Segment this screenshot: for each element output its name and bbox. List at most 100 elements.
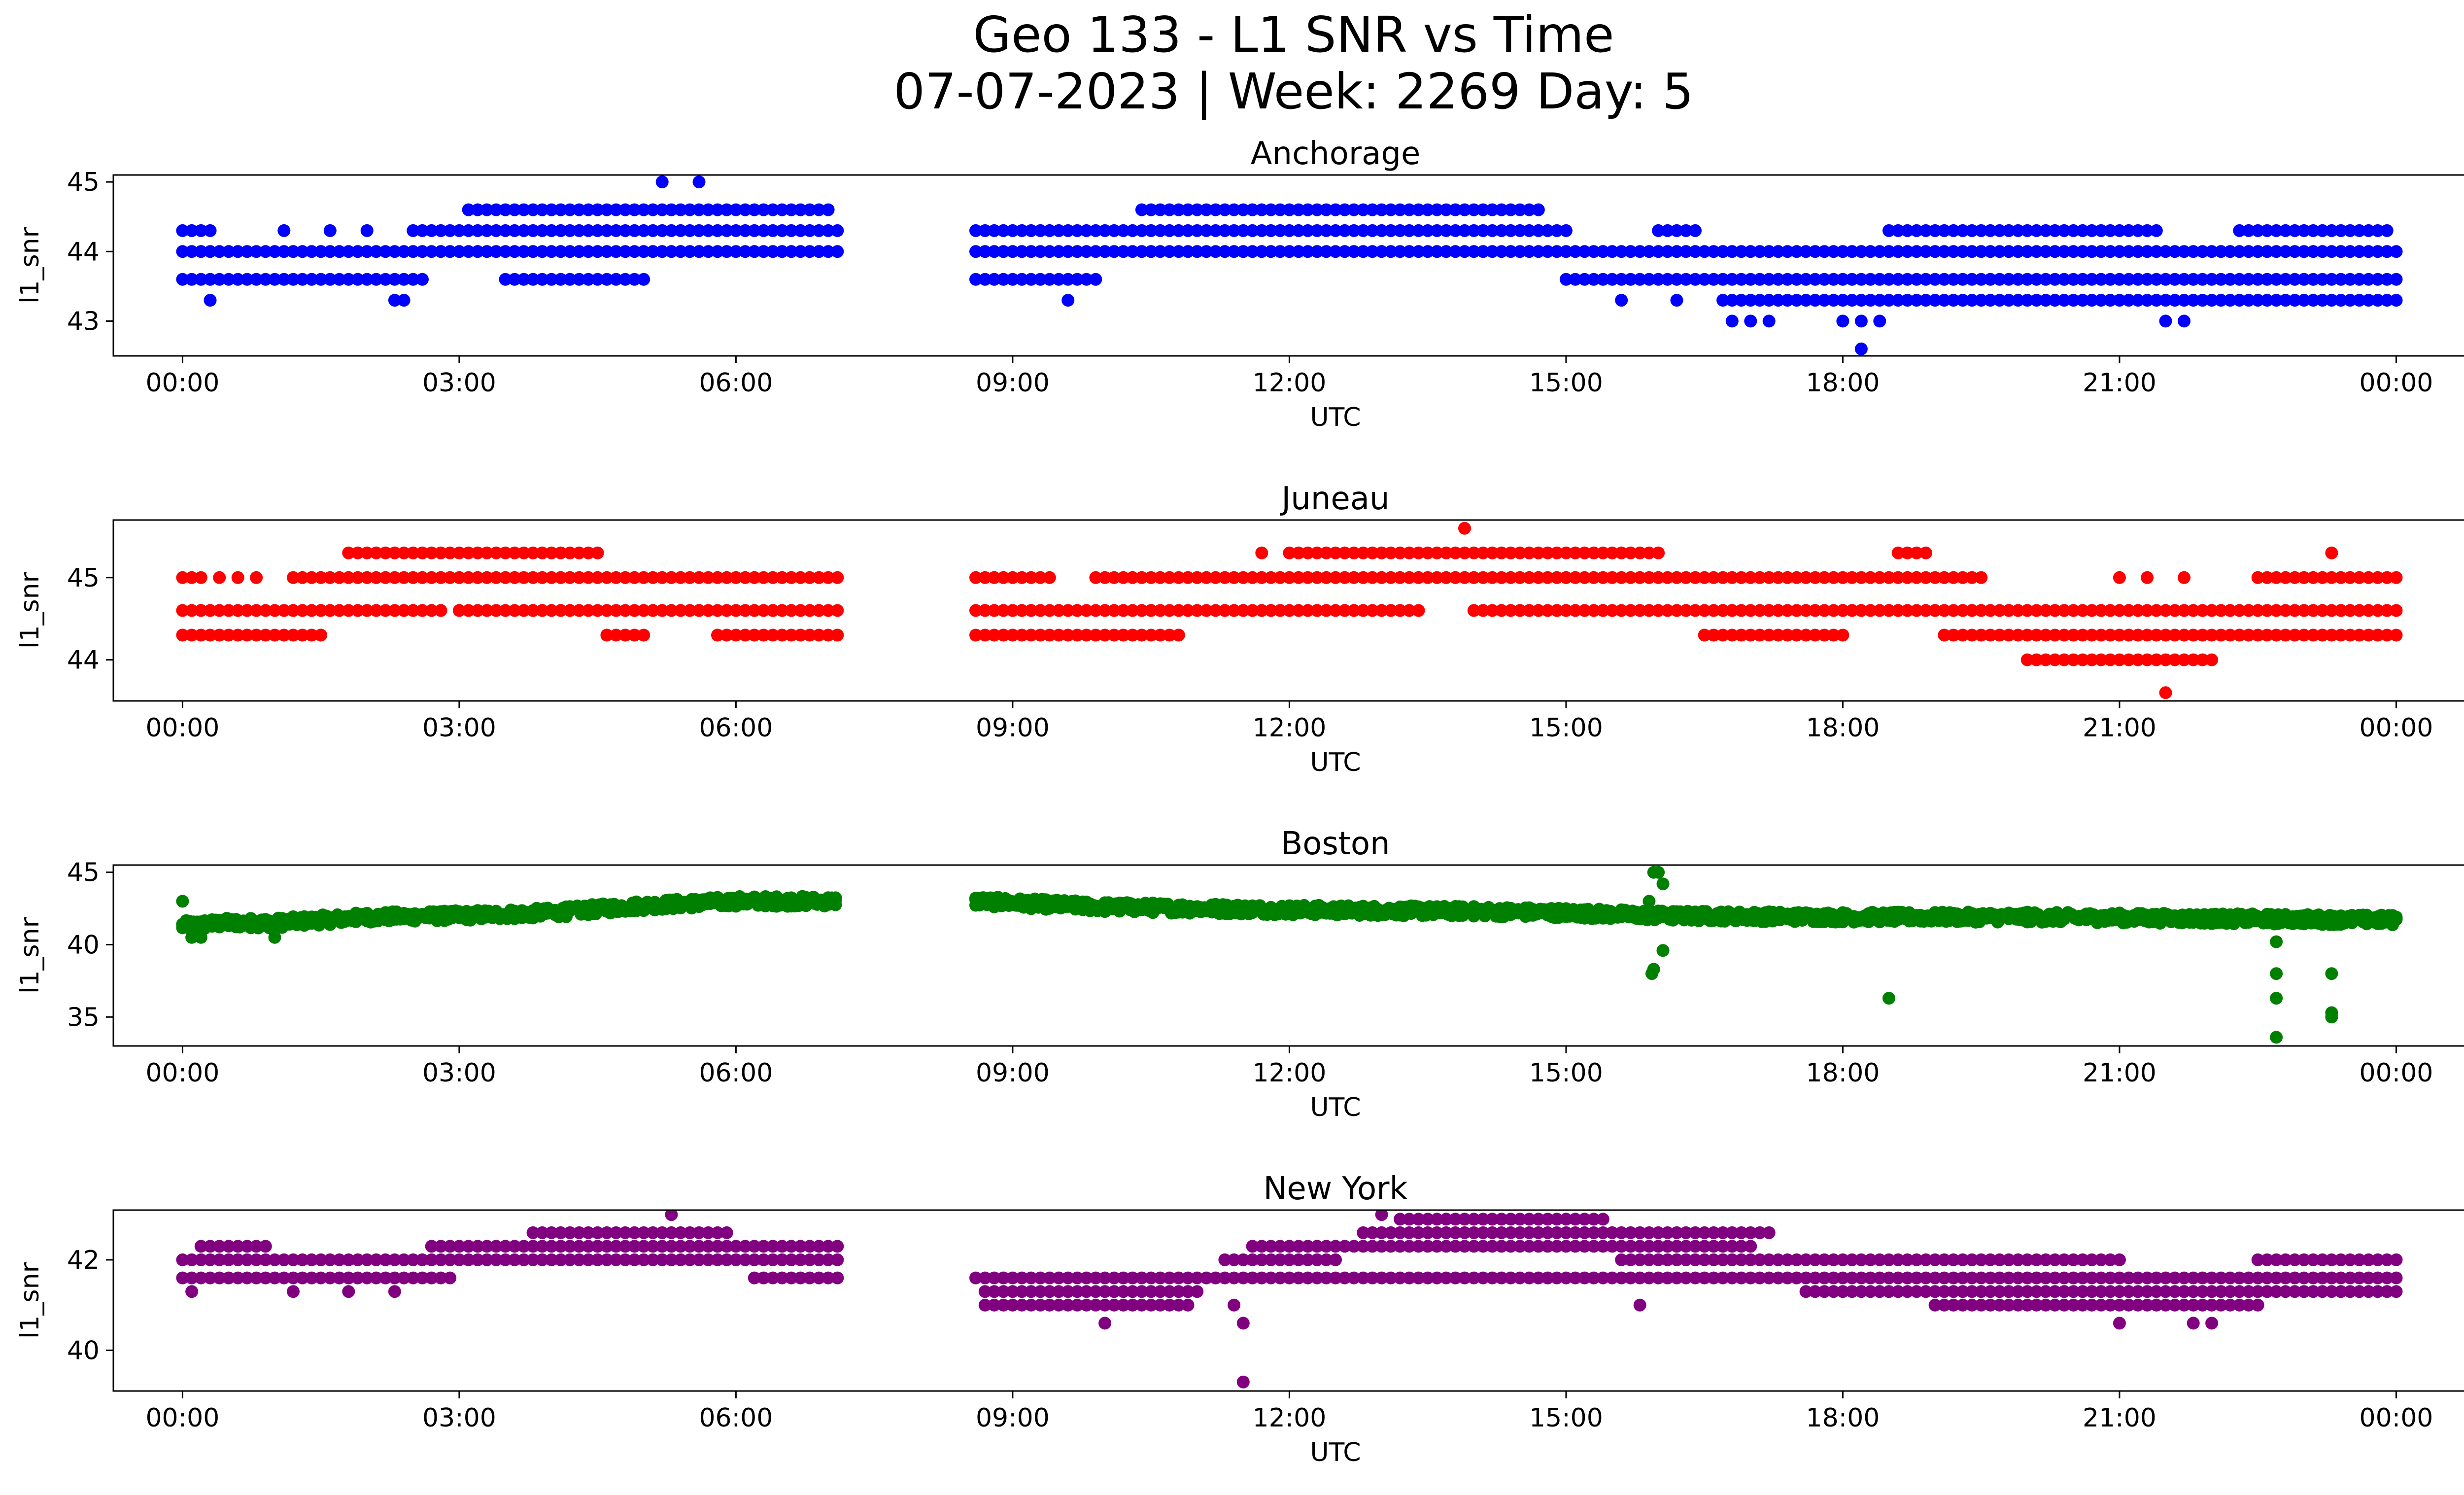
- data-point: [1135, 203, 1148, 216]
- data-point: [489, 203, 503, 216]
- data-point: [2178, 604, 2190, 617]
- data-point: [1347, 245, 1361, 258]
- data-point: [803, 571, 817, 584]
- data-point: [1587, 546, 1601, 559]
- data-point: [1375, 1240, 1388, 1253]
- data-point: [1200, 245, 1213, 258]
- data-point: [1541, 546, 1554, 559]
- data-point: [2343, 1253, 2357, 1266]
- data-point: [1716, 571, 1730, 584]
- data-point: [545, 1226, 558, 1239]
- data-point: [2325, 294, 2338, 307]
- data-point: [1670, 273, 1683, 286]
- data-point: [1799, 1271, 1813, 1285]
- data-point: [1292, 245, 1305, 258]
- data-point: [766, 628, 780, 642]
- data-point: [2270, 935, 2283, 948]
- data-point: [757, 571, 770, 584]
- data-point: [582, 1240, 595, 1253]
- data-point: [2325, 245, 2338, 258]
- data-point: [1467, 224, 1480, 237]
- data-point: [1301, 571, 1314, 584]
- data-point: [1172, 628, 1185, 642]
- data-point: [296, 604, 309, 617]
- data-point: [213, 1253, 226, 1266]
- data-point: [1504, 1240, 1517, 1253]
- data-point: [1772, 294, 1785, 307]
- data-point: [499, 224, 512, 237]
- data-point: [794, 628, 807, 642]
- data-point: [1301, 1271, 1314, 1285]
- x-tick-label: 15:00: [1529, 713, 1603, 743]
- data-point: [416, 1271, 429, 1285]
- data-point: [1643, 1271, 1656, 1285]
- data-point: [1495, 571, 1508, 584]
- data-point: [1799, 628, 1813, 642]
- data-point: [1283, 546, 1296, 559]
- data-point: [1624, 1271, 1637, 1285]
- data-point: [794, 1240, 807, 1253]
- data-point: [1559, 546, 1573, 559]
- data-point: [655, 175, 669, 189]
- data-point: [1486, 1240, 1499, 1253]
- data-point: [1836, 604, 1849, 617]
- data-point: [1430, 1213, 1443, 1226]
- data-point: [397, 1271, 411, 1285]
- data-point: [591, 203, 604, 216]
- data-point: [425, 1271, 438, 1285]
- data-point: [1255, 1240, 1268, 1253]
- data-point: [1218, 571, 1232, 584]
- data-point: [2325, 546, 2338, 559]
- data-point: [1375, 1226, 1388, 1239]
- data-point: [314, 273, 328, 286]
- data-point: [517, 1253, 530, 1266]
- data-point: [2196, 1285, 2209, 1298]
- data-point: [757, 628, 770, 642]
- data-point: [1827, 294, 1840, 307]
- data-point: [573, 1253, 586, 1266]
- data-point: [1191, 1271, 1204, 1285]
- data-point: [2039, 1271, 2053, 1285]
- data-point: [1661, 604, 1674, 617]
- data-point: [2233, 294, 2246, 307]
- data-point: [1643, 245, 1656, 258]
- data-point: [1716, 1271, 1730, 1285]
- data-point: [287, 571, 300, 584]
- data-point: [1698, 571, 1711, 584]
- data-point: [785, 1253, 798, 1266]
- data-point: [1891, 245, 1905, 258]
- data-point: [1052, 604, 1065, 617]
- data-point: [1191, 571, 1204, 584]
- data-point: [2334, 273, 2348, 286]
- data-point: [1725, 273, 1739, 286]
- data-point: [2288, 571, 2301, 584]
- data-point: [1689, 1240, 1702, 1253]
- data-point: [1117, 628, 1130, 642]
- data-point: [1228, 203, 1241, 216]
- data-point: [250, 273, 263, 286]
- data-point: [1919, 1271, 1932, 1285]
- data-point: [692, 203, 706, 216]
- data-point: [1495, 203, 1508, 216]
- data-point: [1569, 571, 1582, 584]
- data-point: [185, 931, 199, 944]
- data-point: [176, 273, 189, 286]
- data-point: [2316, 604, 2329, 617]
- data-point: [1228, 1253, 1241, 1266]
- data-point: [2131, 245, 2145, 258]
- data-point: [1154, 203, 1167, 216]
- data-point: [1541, 224, 1554, 237]
- data-point: [2057, 1271, 2071, 1285]
- data-point: [1412, 1226, 1425, 1239]
- data-point: [240, 1253, 254, 1266]
- data-point: [1181, 604, 1195, 617]
- data-point: [776, 203, 788, 216]
- data-point: [1043, 245, 1056, 258]
- data-point: [2067, 1298, 2080, 1312]
- data-point: [2141, 245, 2154, 258]
- data-point: [988, 273, 1001, 286]
- data-point: [2012, 224, 2025, 237]
- data-point: [2334, 628, 2348, 642]
- data-point: [2371, 1253, 2384, 1266]
